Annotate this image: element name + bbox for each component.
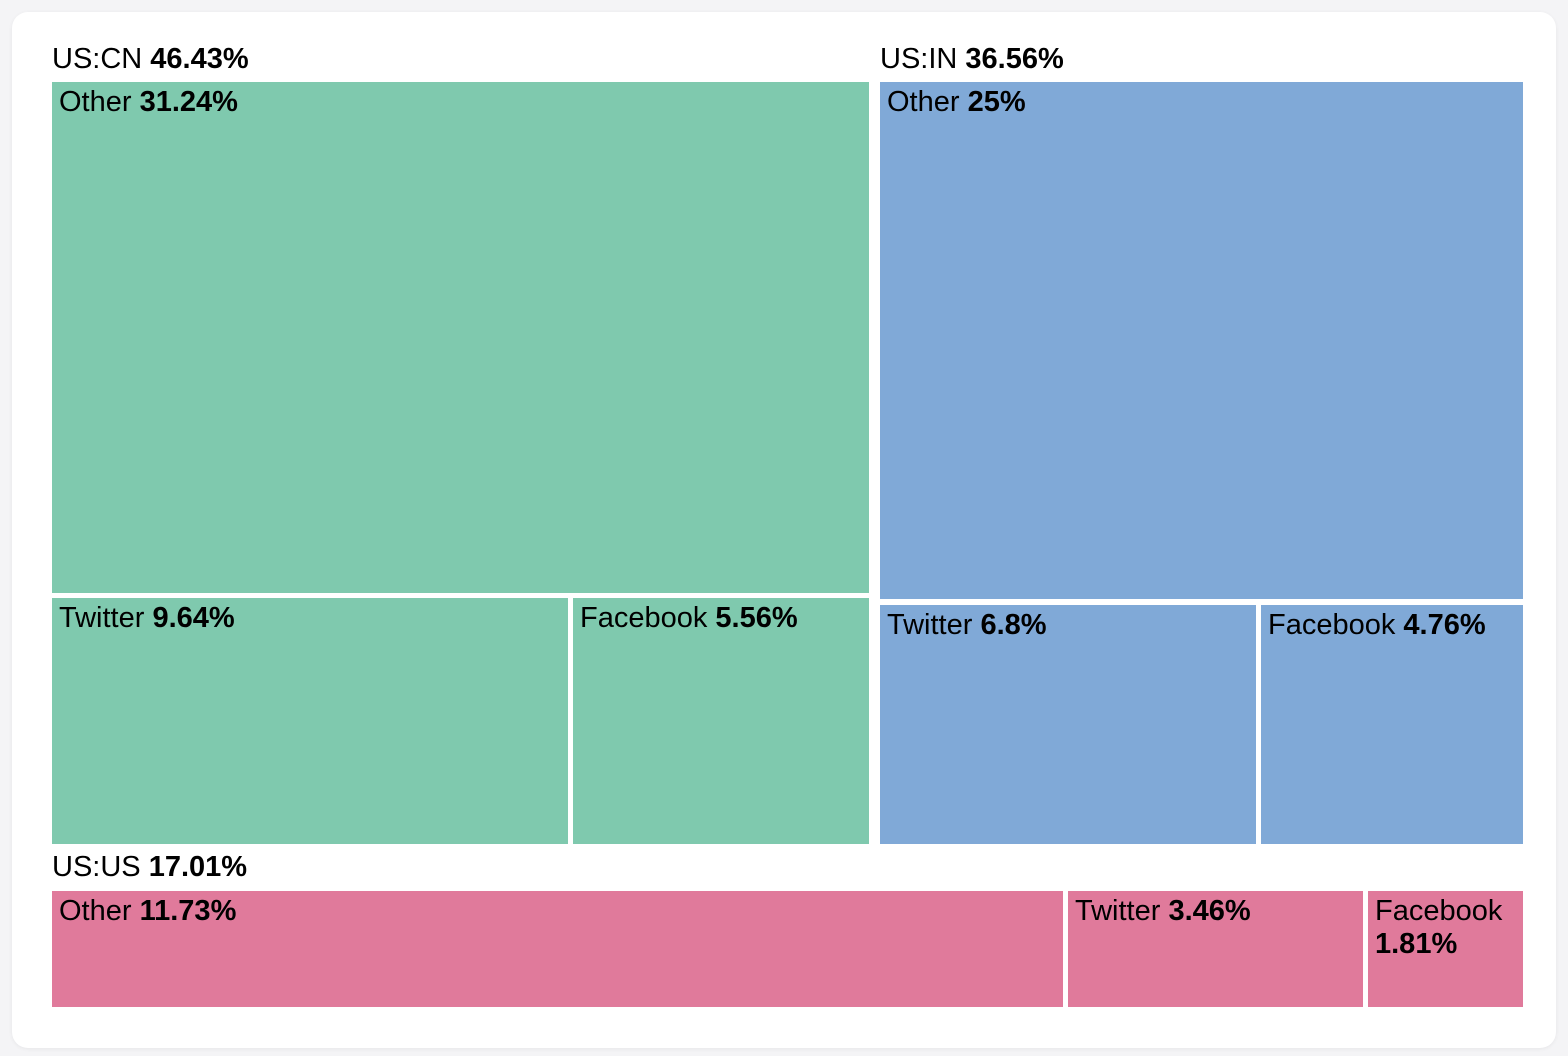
treemap-card: US:CN 46.43% Other 31.24% Twitter 9.64% … <box>12 12 1556 1048</box>
cell-value: 11.73% <box>139 895 237 927</box>
cell-name: Facebook <box>1268 609 1396 641</box>
treemap-cell-us-us-facebook[interactable]: Facebook 1.81% <box>1368 891 1523 1007</box>
cell-name: Twitter <box>59 602 145 634</box>
treemap-cell-us-us-twitter[interactable]: Twitter 3.46% <box>1068 891 1363 1007</box>
group-name: US:IN <box>880 43 958 75</box>
treemap-cell-us-in-twitter[interactable]: Twitter 6.8% <box>880 605 1256 844</box>
cell-value: 6.8% <box>980 609 1047 641</box>
treemap-cell-us-cn-facebook[interactable]: Facebook 5.56% <box>573 598 869 844</box>
cell-value: 31.24% <box>139 86 238 118</box>
group-value: 36.56% <box>965 43 1064 75</box>
group-label-us-in: US:IN 36.56% <box>880 42 1064 76</box>
cell-name: Other <box>59 86 132 118</box>
treemap-cell-us-in-other[interactable]: Other 25% <box>880 82 1523 599</box>
group-label-us-cn: US:CN 46.43% <box>52 42 249 76</box>
cell-name: Twitter <box>1075 895 1161 927</box>
cell-name: Twitter <box>887 609 973 641</box>
group-value: 46.43% <box>150 43 249 75</box>
cell-value: 5.56% <box>715 602 798 634</box>
group-value: 17.01% <box>148 851 248 883</box>
cell-value: 9.64% <box>152 602 235 634</box>
group-name: US:CN <box>52 43 143 75</box>
treemap-cell-us-us-other[interactable]: Other 11.73% <box>52 891 1063 1007</box>
group-name: US:US <box>52 851 141 883</box>
cell-value: 4.76% <box>1403 609 1486 641</box>
treemap-cell-us-in-facebook[interactable]: Facebook 4.76% <box>1261 605 1523 844</box>
cell-name: Facebook <box>580 602 708 634</box>
cell-value: 1.81% <box>1375 928 1458 960</box>
cell-name: Other <box>59 895 132 927</box>
cell-value: 25% <box>967 86 1026 118</box>
treemap-cell-us-cn-other[interactable]: Other 31.24% <box>52 82 869 593</box>
group-label-us-us: US:US 17.01% <box>52 850 247 884</box>
cell-name: Other <box>887 86 960 118</box>
cell-value: 3.46% <box>1168 895 1251 927</box>
cell-name: Facebook <box>1375 895 1503 927</box>
treemap-cell-us-cn-twitter[interactable]: Twitter 9.64% <box>52 598 568 844</box>
